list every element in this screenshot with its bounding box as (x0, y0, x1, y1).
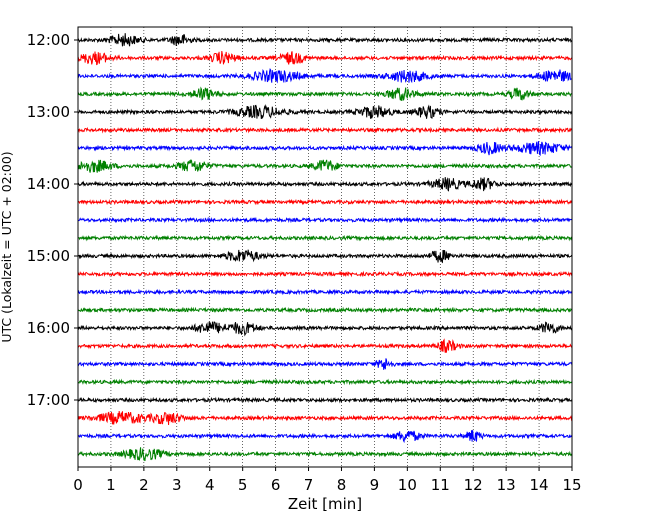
y-tick-label: 17:00 (27, 391, 70, 409)
y-axis-ticks: 12:00 13:00 14:00 15:00 16:00 17:00 (27, 31, 78, 409)
trace-line (77, 378, 573, 386)
x-tick-label: 6 (271, 476, 281, 494)
trace-line (77, 338, 573, 353)
x-tick-label: 12 (464, 476, 483, 494)
x-tick-label: 11 (431, 476, 450, 494)
trace-line (77, 270, 573, 278)
trace-series (77, 33, 573, 462)
y-tick-label: 13:00 (27, 103, 70, 121)
x-tick-label: 13 (497, 476, 516, 494)
trace-line (77, 177, 573, 192)
trace-line (77, 234, 573, 242)
trace-line (77, 358, 573, 370)
grid-lines (110, 27, 540, 467)
trace-line (77, 158, 573, 173)
trace-line (77, 306, 573, 314)
trace-line (77, 141, 573, 156)
trace-line (77, 410, 573, 426)
trace-line (77, 396, 573, 404)
trace-line (77, 103, 573, 120)
x-tick-label: 1 (106, 476, 116, 494)
trace-line (77, 68, 573, 84)
trace-line (77, 321, 573, 337)
x-axis-label: Zeit [min] (288, 495, 362, 513)
trace-line (77, 86, 573, 102)
x-tick-label: 7 (304, 476, 314, 494)
x-tick-label: 0 (73, 476, 83, 494)
trace-line (77, 198, 573, 206)
trace-line (77, 126, 573, 134)
trace-line (77, 430, 573, 444)
x-tick-label: 9 (370, 476, 380, 494)
trace-line (77, 288, 573, 296)
x-tick-label: 8 (337, 476, 347, 494)
x-tick-label: 4 (205, 476, 215, 494)
y-tick-label: 14:00 (27, 175, 70, 193)
x-tick-label: 5 (238, 476, 248, 494)
x-axis-ticks: 0 1 2 3 4 5 6 7 8 9 10 11 12 13 14 15 (73, 467, 582, 494)
trace-line (77, 33, 573, 47)
x-tick-label: 15 (562, 476, 581, 494)
x-tick-label: 14 (530, 476, 549, 494)
y-tick-label: 12:00 (27, 31, 70, 49)
trace-line (77, 216, 573, 224)
x-tick-label: 3 (172, 476, 182, 494)
plot-frame (77, 26, 573, 468)
y-axis-label: UTC (Lokalzeit = UTC + 02:00) (0, 151, 14, 342)
trace-line (77, 50, 573, 66)
trace-line (77, 249, 573, 264)
y-tick-label: 15:00 (27, 247, 70, 265)
x-tick-label: 2 (139, 476, 149, 494)
x-tick-label: 10 (398, 476, 417, 494)
y-tick-label: 16:00 (27, 319, 70, 337)
trace-line (77, 447, 573, 462)
